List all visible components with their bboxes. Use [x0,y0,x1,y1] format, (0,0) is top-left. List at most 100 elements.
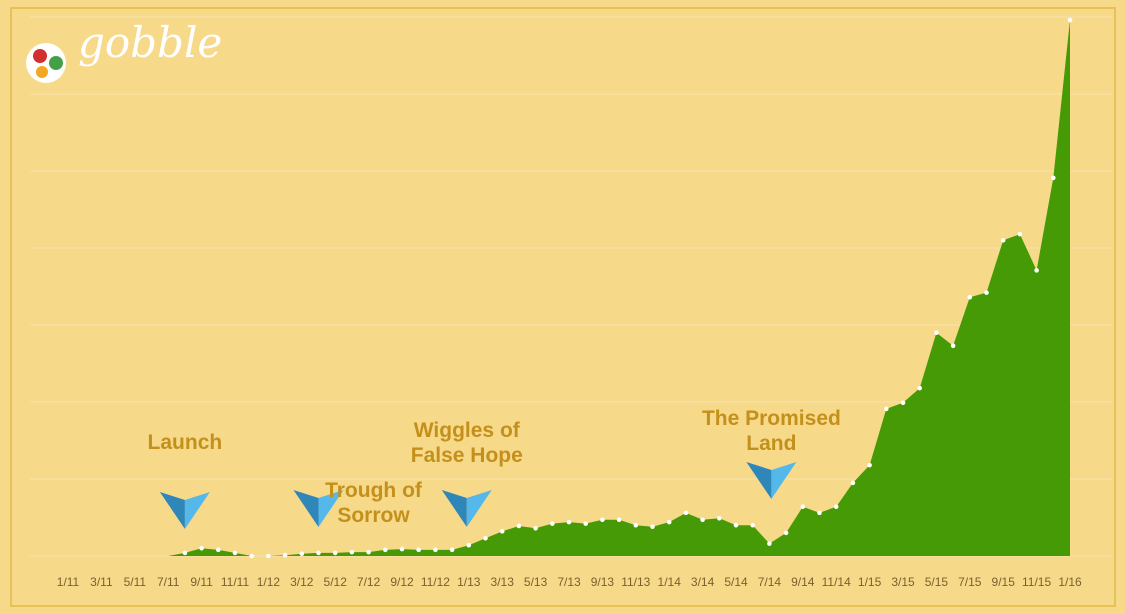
arrow [293,490,319,527]
x-tick-label: 5/15 [925,575,949,589]
point [700,517,705,523]
point [332,550,338,556]
point [917,385,922,391]
x-tick-label: 7/12 [357,575,381,589]
x-tick-label: 7/14 [758,575,782,589]
point [1067,17,1073,23]
point [950,343,956,349]
x-tick-label: 1/13 [457,575,481,589]
point [182,550,188,556]
arrow [441,490,467,527]
arrow [184,492,210,529]
x-tick-label: 5/14 [724,575,748,589]
annotation: Wiggles of False Hope [410,419,523,467]
arrow [746,462,772,499]
x-tick-label: 1/16 [1058,575,1082,589]
x-tick-label: 1/11 [57,575,80,589]
arrow [466,490,492,527]
arrow [318,490,344,527]
point [216,547,221,553]
point [1000,238,1006,243]
annotation: The Promised Land [701,407,841,455]
x-tick-label: 3/13 [491,575,515,589]
x-tick-label: 5/11 [124,575,147,589]
point [466,542,472,548]
x-tick-label: 1/14 [658,575,682,589]
point [800,504,806,510]
area [168,20,1070,556]
point [566,519,572,525]
point [850,480,856,486]
point [750,522,755,528]
point [666,519,672,525]
x-tick-label: 7/13 [557,575,581,589]
x-tick-label: 11/13 [621,575,650,589]
point [232,550,238,556]
point [783,530,789,536]
point [449,547,455,553]
x-tick-label: 3/12 [290,575,314,589]
x-tick-label: 11/11 [221,575,250,589]
x-tick-label: 7/11 [157,575,180,589]
point [282,552,288,558]
point [884,406,889,412]
x-tick-label: 5/12 [324,575,348,589]
x-tick-label: 9/12 [390,575,414,589]
annotation: Launch [147,431,223,454]
x-tick-label: 9/15 [992,575,1016,589]
x-tick-label: 7/15 [958,575,982,589]
point [299,551,305,556]
point [717,515,722,521]
x-tick-label: 9/14 [791,575,815,589]
point [833,504,839,510]
x-tick-label: 5/13 [524,575,548,589]
point [650,524,655,530]
logo-dot [36,66,48,78]
point [616,517,622,523]
x-tick-label: 11/12 [421,575,450,589]
point [249,553,254,559]
point [683,510,689,516]
point [349,549,355,555]
point [516,523,522,529]
point [767,541,772,546]
point [817,510,822,516]
annotation: Trough of Sorrow [325,479,422,527]
point [199,546,204,551]
x-tick-label: 3/15 [891,575,915,589]
point [433,547,438,553]
point [483,535,488,541]
point [399,546,405,552]
point [416,547,422,553]
point [600,517,605,523]
point [499,529,505,534]
x-tick-label: 1/12 [257,575,281,589]
point [984,290,989,295]
point [900,400,906,406]
point [533,525,538,531]
point [1034,268,1039,273]
arrow [771,462,797,499]
point [867,462,872,468]
x-tick-label: 3/14 [691,575,715,589]
point [1051,175,1056,181]
x-tick-label: 11/15 [1022,575,1051,589]
point [266,553,271,559]
point [383,547,388,553]
x-tick-label: 11/14 [822,575,851,589]
point [1017,231,1023,237]
x-tick-label: 3/11 [90,575,113,589]
point [967,294,973,300]
point [733,522,739,528]
x-tick-label: 9/11 [190,575,213,589]
x-tick-label: 1/15 [858,575,882,589]
point [550,521,555,526]
point [633,522,639,528]
logo-dot [49,56,63,70]
point [934,330,939,336]
point [316,550,321,556]
point [366,549,371,555]
logo-dot [33,49,47,63]
